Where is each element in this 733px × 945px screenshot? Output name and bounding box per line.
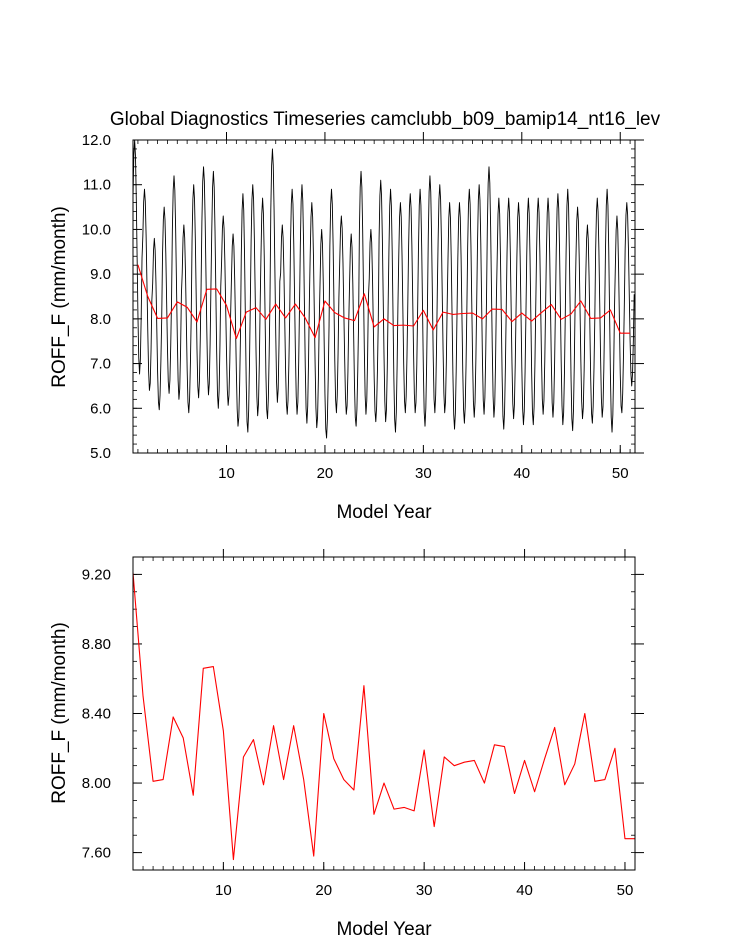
top-series — [132, 139, 635, 439]
top-y-tick-label: 6.0 — [90, 400, 111, 417]
top-series-monthly — [132, 139, 635, 439]
bottom-x-tick-label: 10 — [215, 882, 232, 899]
top-y-tick-label: 10.0 — [82, 221, 111, 238]
top-y-tick-label: 12.0 — [82, 132, 111, 149]
bottom-series — [132, 572, 635, 861]
top-x-tick-label: 50 — [612, 465, 629, 482]
bottom-tick-labels: 10 20 30 40 50 7.60 8.00 8.40 8.80 9.20 — [82, 566, 634, 899]
bottom-x-tick-label: 30 — [416, 882, 433, 899]
bottom-x-axis-label: Model Year — [336, 919, 432, 940]
top-series-annual-mean — [137, 264, 631, 340]
top-ticks — [133, 132, 644, 454]
bottom-y-tick-label: 8.00 — [82, 775, 111, 792]
bottom-panel: 10 20 30 40 50 7.60 8.00 8.40 8.80 9.20 Model Yea… — [49, 549, 644, 940]
bottom-y-tick-label: 7.60 — [82, 845, 111, 862]
bottom-y-tick-label: 8.80 — [82, 636, 111, 653]
top-chart-title: Global Diagnostics Timeseries camclubb_b… — [110, 109, 661, 130]
top-tick-labels: 10 20 30 40 50 5.0 6.0 7.0 8.0 9.0 10.0 11.0 12.0 — [82, 132, 629, 482]
top-x-tick-label: 20 — [317, 465, 334, 482]
top-x-axis-label: Model Year — [336, 502, 432, 523]
bottom-x-tick-label: 20 — [315, 882, 332, 899]
bottom-x-tick-label: 40 — [516, 882, 533, 899]
bottom-plot-frame — [132, 556, 636, 871]
bottom-series-annual-mean — [132, 572, 635, 861]
top-x-tick-label: 40 — [513, 465, 530, 482]
bottom-y-tick-label: 8.40 — [82, 706, 111, 723]
top-y-axis-label: ROFF_F (mm/month) — [49, 206, 70, 388]
top-y-tick-label: 5.0 — [90, 445, 111, 462]
bottom-ticks — [132, 549, 644, 871]
top-x-tick-label: 30 — [415, 465, 432, 482]
top-x-tick-label: 10 — [218, 465, 235, 482]
top-y-tick-label: 8.0 — [90, 311, 111, 328]
bottom-x-tick-label: 50 — [617, 882, 634, 899]
top-y-tick-label: 9.0 — [90, 266, 111, 283]
bottom-y-axis-label: ROFF_F (mm/month) — [49, 622, 70, 804]
top-plot-frame — [132, 139, 636, 454]
bottom-y-tick-label: 9.20 — [82, 566, 111, 583]
top-y-tick-label: 7.0 — [90, 356, 111, 373]
top-panel: Global Diagnostics Timeseries camclubb_b… — [49, 109, 661, 523]
top-y-tick-label: 11.0 — [83, 177, 111, 194]
